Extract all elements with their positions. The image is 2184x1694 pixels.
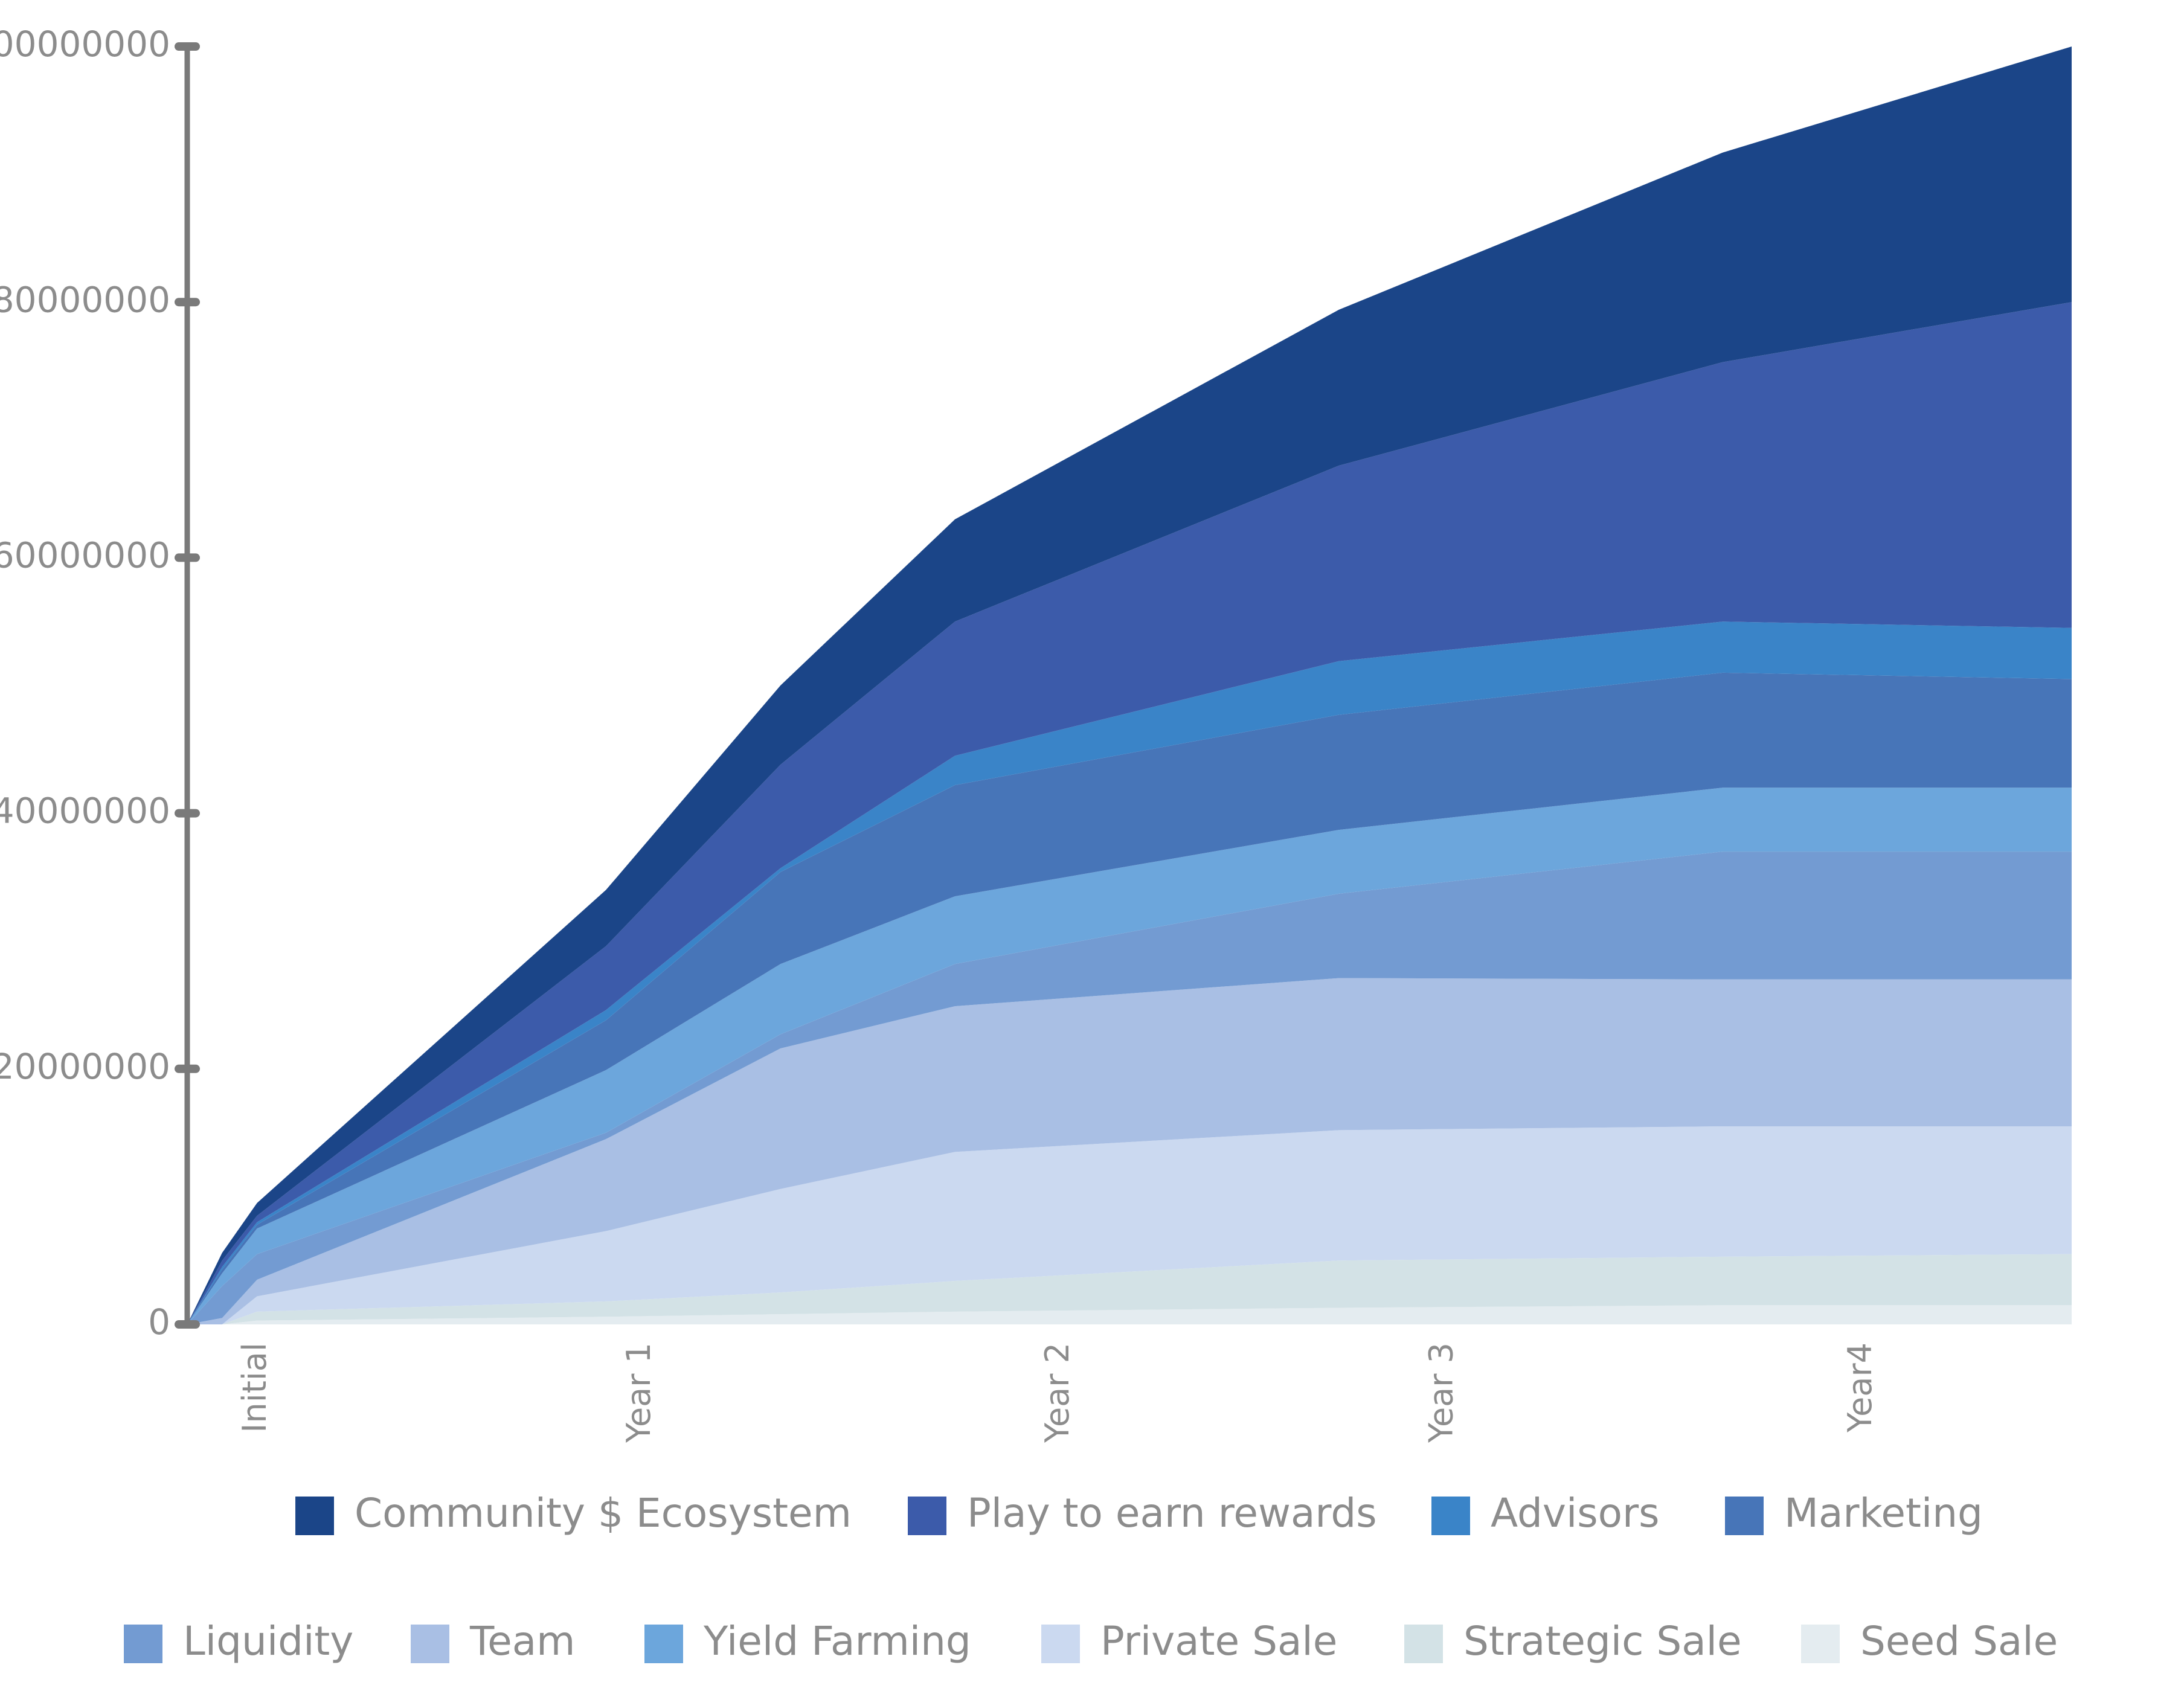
x-tick-label: Initial — [236, 1343, 274, 1433]
legend-swatch — [644, 1625, 683, 1663]
area — [187, 47, 2072, 1324]
legend-swatch — [1801, 1625, 1840, 1663]
legend-label: Community $ Ecosystem — [355, 1490, 852, 1536]
legend-label: Marketing — [1784, 1490, 1983, 1536]
x-tick-label: Year 2 — [1038, 1343, 1076, 1443]
area — [187, 1126, 2072, 1324]
y-tick-label: 0 — [148, 1301, 170, 1343]
legend-swatch — [1404, 1625, 1443, 1663]
x-tick-label: Year 3 — [1422, 1343, 1460, 1443]
legend-swatch — [1431, 1497, 1470, 1535]
legend-label: Seed Sale — [1860, 1618, 2058, 1664]
area — [187, 978, 2072, 1324]
y-tick-label: 20000000 — [0, 1046, 170, 1087]
legend-swatch — [908, 1497, 946, 1535]
legend-label: Advisors — [1491, 1490, 1660, 1536]
area — [187, 852, 2072, 1324]
y-tick-label: 100000000 — [0, 24, 170, 65]
legend-swatch — [295, 1497, 334, 1535]
legend-label: Play to earn rewards — [967, 1490, 1377, 1536]
area — [187, 788, 2072, 1324]
x-tick-label: Year 1 — [620, 1343, 658, 1443]
area — [187, 1305, 2072, 1324]
legend-label: Private Sale — [1100, 1618, 1337, 1664]
area — [187, 302, 2072, 1325]
y-tick-label: 40000000 — [0, 791, 170, 832]
area — [187, 1254, 2072, 1324]
legend-swatch — [1725, 1497, 1764, 1535]
legend-swatch — [411, 1625, 449, 1663]
y-tick-label: 60000000 — [0, 535, 170, 576]
legend-label: Team — [469, 1618, 575, 1664]
legend-label: Yield Farming — [703, 1618, 971, 1664]
legend-swatch — [1041, 1625, 1080, 1663]
x-tick-label: Year4 — [1841, 1343, 1879, 1433]
legend-label: Strategic Sale — [1463, 1618, 1742, 1664]
area — [187, 672, 2072, 1324]
y-tick-label: 80000000 — [0, 279, 170, 320]
legend-swatch — [124, 1625, 162, 1663]
legend-label: Liquidity — [183, 1618, 353, 1664]
